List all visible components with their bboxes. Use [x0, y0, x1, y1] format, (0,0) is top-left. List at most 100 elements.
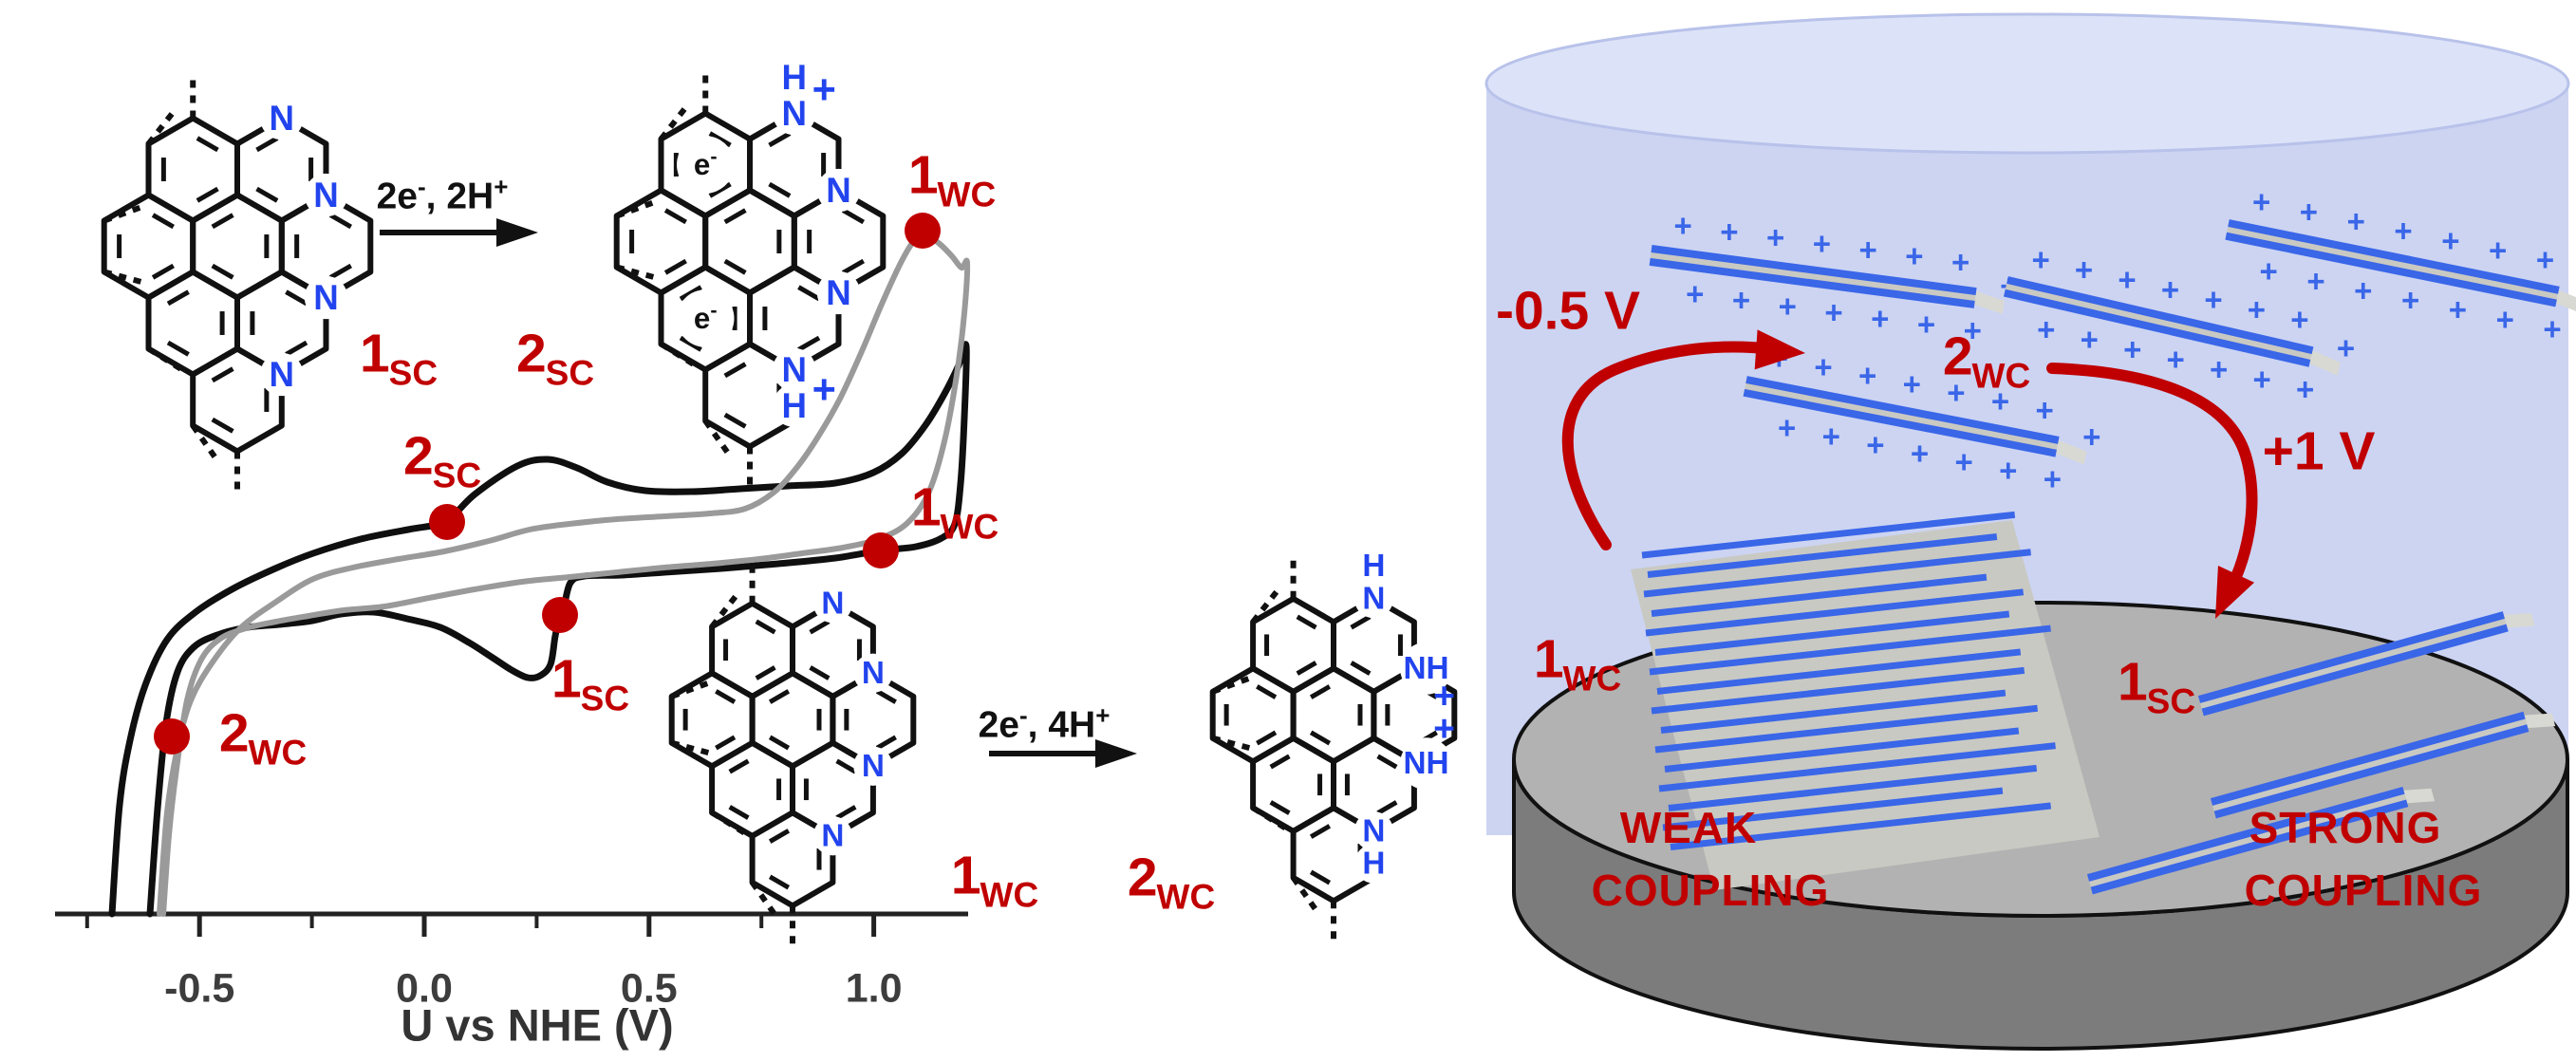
- double-bond: [328, 263, 353, 280]
- double-bond: [285, 340, 308, 357]
- substituent-dash: [659, 102, 691, 141]
- atom-label-N: N: [313, 176, 339, 214]
- double-bond: [841, 208, 866, 225]
- double-bond: [1256, 730, 1278, 746]
- substituent-dash: [709, 593, 739, 629]
- slab-end-facet: [2556, 289, 2576, 312]
- plus-charge: +: [2536, 242, 2554, 277]
- double-bond: [768, 829, 791, 844]
- double-bond: [663, 258, 687, 275]
- double-bond: [708, 131, 732, 148]
- double-bond: [285, 289, 308, 307]
- stack-molecule-layer: [1645, 588, 2025, 637]
- plus-charge: +: [1999, 453, 2017, 488]
- slab-edge-top: [2197, 611, 2505, 703]
- slab-edge-bottom: [2225, 232, 2557, 307]
- floating-rod: +++++++++++++++: [2003, 242, 2355, 406]
- plus-charge: +: [1778, 410, 1796, 445]
- bias-arrow-positive: [2046, 363, 2258, 606]
- stack-molecule-layer: [1651, 666, 2025, 715]
- atom-mask: [676, 289, 735, 347]
- atom-mask: [676, 136, 735, 194]
- plus-charge: +: [2543, 311, 2561, 346]
- double-bond: [723, 208, 747, 225]
- atom-mask: [853, 653, 893, 693]
- stack-molecule-layer: [1662, 787, 2004, 831]
- plus-charge: +: [1951, 244, 1969, 279]
- plus-charge: +: [2441, 223, 2459, 258]
- double-bond: [679, 335, 702, 352]
- double-bond: [211, 213, 234, 230]
- plus-charge: +: [2075, 252, 2093, 288]
- stack-molecule-layer: [1649, 624, 2051, 676]
- double-bond: [715, 735, 737, 751]
- atom-label-H: H: [1362, 847, 1385, 882]
- double-bond: [875, 735, 897, 751]
- floating-rod: +++++++++++++++: [2225, 184, 2576, 346]
- marker-2wc-dot: [154, 718, 190, 755]
- atom-label-N: N: [781, 94, 807, 133]
- plus-charge: +: [2394, 214, 2412, 249]
- double-bond: [166, 340, 190, 357]
- stack-molecule-layer: [1647, 533, 1998, 578]
- plus-charge: +: [2337, 330, 2355, 365]
- plus-charge: +: [2300, 194, 2318, 229]
- right-panel: ++++++++++++++++++++++++++++++++++++++++…: [1484, 12, 2576, 1051]
- substituent-dash: [190, 423, 221, 463]
- atom-mask: [304, 275, 348, 320]
- atom-mask: [1400, 737, 1452, 791]
- atom-label-N: N: [269, 355, 294, 394]
- stack-molecule-layer: [1651, 573, 1988, 617]
- bias-arrow-negative: [1561, 341, 1779, 550]
- slab-edge-bottom: [2090, 799, 2409, 895]
- slab-edge-top: [1745, 376, 2060, 444]
- substituent-dash: [146, 107, 178, 146]
- atom-mask: [1353, 811, 1394, 851]
- atom-mask: [853, 746, 893, 786]
- atom-mask: [773, 347, 816, 392]
- marker-2sc-dot: [429, 504, 465, 540]
- plus-charge: +: [1824, 294, 1842, 329]
- reaction-1: [380, 218, 538, 247]
- double-bond: [679, 285, 702, 302]
- bias-arrows: [1561, 329, 2258, 619]
- plus-charge: +: [2296, 371, 2314, 406]
- double-bond: [151, 213, 175, 230]
- plus-charge: +: [2031, 242, 2049, 277]
- double-bond: [708, 181, 732, 198]
- plus-charge: +: [1991, 383, 2009, 419]
- double-bond: [723, 412, 747, 429]
- double-bond: [723, 258, 747, 275]
- plus-charge: +: [1871, 301, 1889, 336]
- plus-charge: +: [1822, 419, 1840, 454]
- plus-charge: +: [1779, 289, 1797, 324]
- plus-charge: +: [2306, 263, 2324, 298]
- plus-charge: +: [2036, 392, 2054, 427]
- double-bond: [1350, 661, 1372, 676]
- atom-label-+: +: [812, 67, 836, 113]
- stack-molecule-layer: [1658, 742, 2056, 792]
- slab-edge-top: [2086, 786, 2405, 882]
- double-bond: [196, 186, 219, 203]
- plus-charge: +: [1766, 220, 1784, 255]
- plus-charge: +: [1813, 226, 1831, 261]
- slab-edge-top: [2007, 276, 2314, 355]
- slab-edge-bottom: [2003, 289, 2311, 367]
- arrowhead: [1754, 329, 1805, 370]
- atom-mask: [1353, 579, 1394, 619]
- slab-edge-bottom: [2201, 624, 2509, 717]
- slab-edge-top: [1651, 245, 1977, 295]
- plus-charge: +: [2123, 331, 2141, 366]
- substituent-dash: [1211, 675, 1251, 695]
- plus-charge: +: [2252, 184, 2270, 219]
- double-bond: [1309, 730, 1332, 746]
- atom-label-+: +: [1433, 708, 1455, 749]
- double-bond: [728, 758, 750, 774]
- double-bond: [768, 131, 792, 148]
- double-bond: [1309, 824, 1332, 839]
- atom-label-N: N: [1362, 813, 1385, 848]
- atom-mask: [773, 56, 816, 100]
- plus-charge: +: [1955, 444, 1973, 479]
